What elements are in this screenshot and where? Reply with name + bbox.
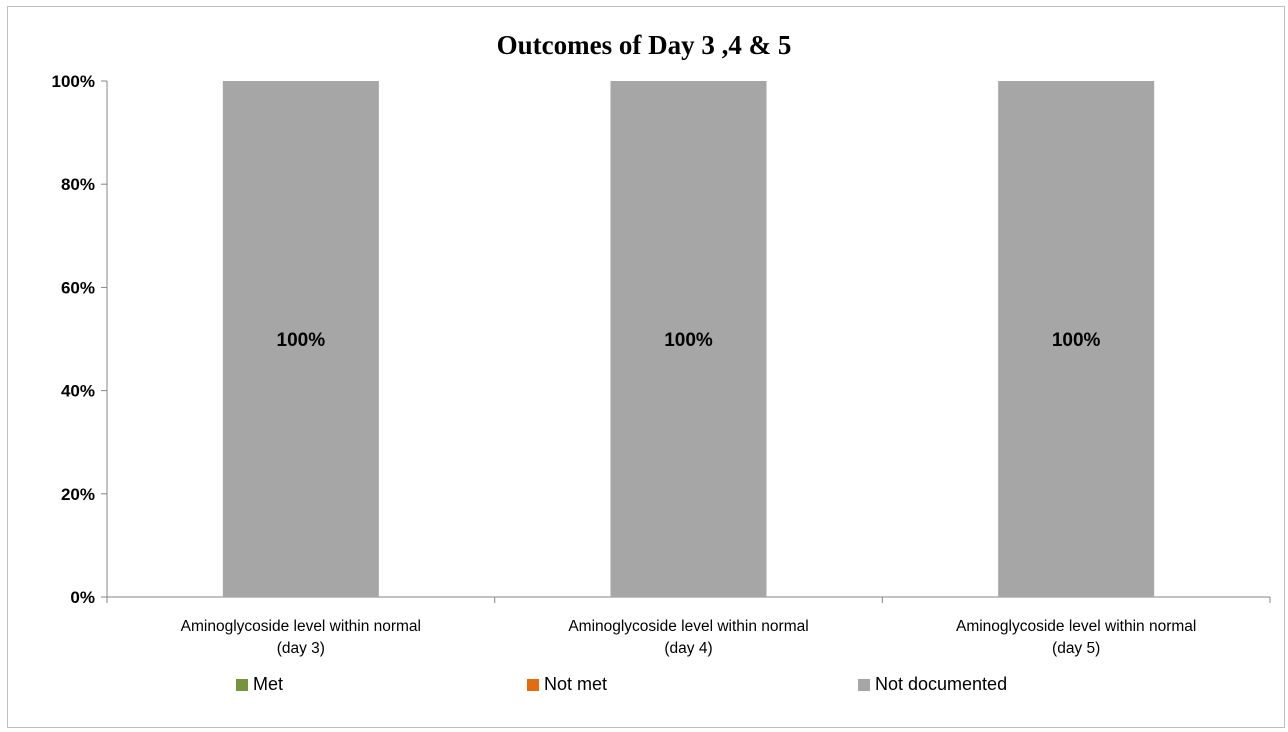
data-label: 100% [664,330,713,351]
y-tick-label: 80% [61,175,95,194]
chart-title: Outcomes of Day 3 ,4 & 5 [496,30,792,60]
chart-frame [7,6,1285,728]
y-tick-label: 100% [52,72,95,91]
legend-label: Not documented [875,674,1008,694]
bar-not-documented [610,81,767,597]
legend-swatch [236,678,248,691]
legend-label: Met [253,674,284,694]
legend-swatch [858,678,870,691]
legend-item: Not met [527,674,607,695]
data-label: 100% [1052,330,1101,351]
legend-item: Not documented [858,674,1007,695]
x-category-label: (day 5) [1052,640,1100,657]
y-tick-label: 0% [70,588,95,607]
x-category-label: (day 4) [664,640,712,657]
y-tick-label: 20% [61,485,95,504]
legend-label: Not met [544,674,608,694]
legend-swatch [527,678,539,691]
bar-not-documented [222,81,379,597]
x-category-label: (day 3) [277,640,325,657]
y-tick-label: 60% [61,278,95,297]
legend-item: Met [236,674,283,695]
y-tick-label: 40% [61,382,95,401]
x-category-label: Aminoglycoside level within normal [956,618,1196,635]
x-category-label: Aminoglycoside level within normal [568,618,808,635]
data-label: 100% [277,330,326,351]
legend: Met Not met Not documented [0,674,1288,700]
x-category-label: Aminoglycoside level within normal [181,618,421,635]
bar-not-documented [998,81,1155,597]
